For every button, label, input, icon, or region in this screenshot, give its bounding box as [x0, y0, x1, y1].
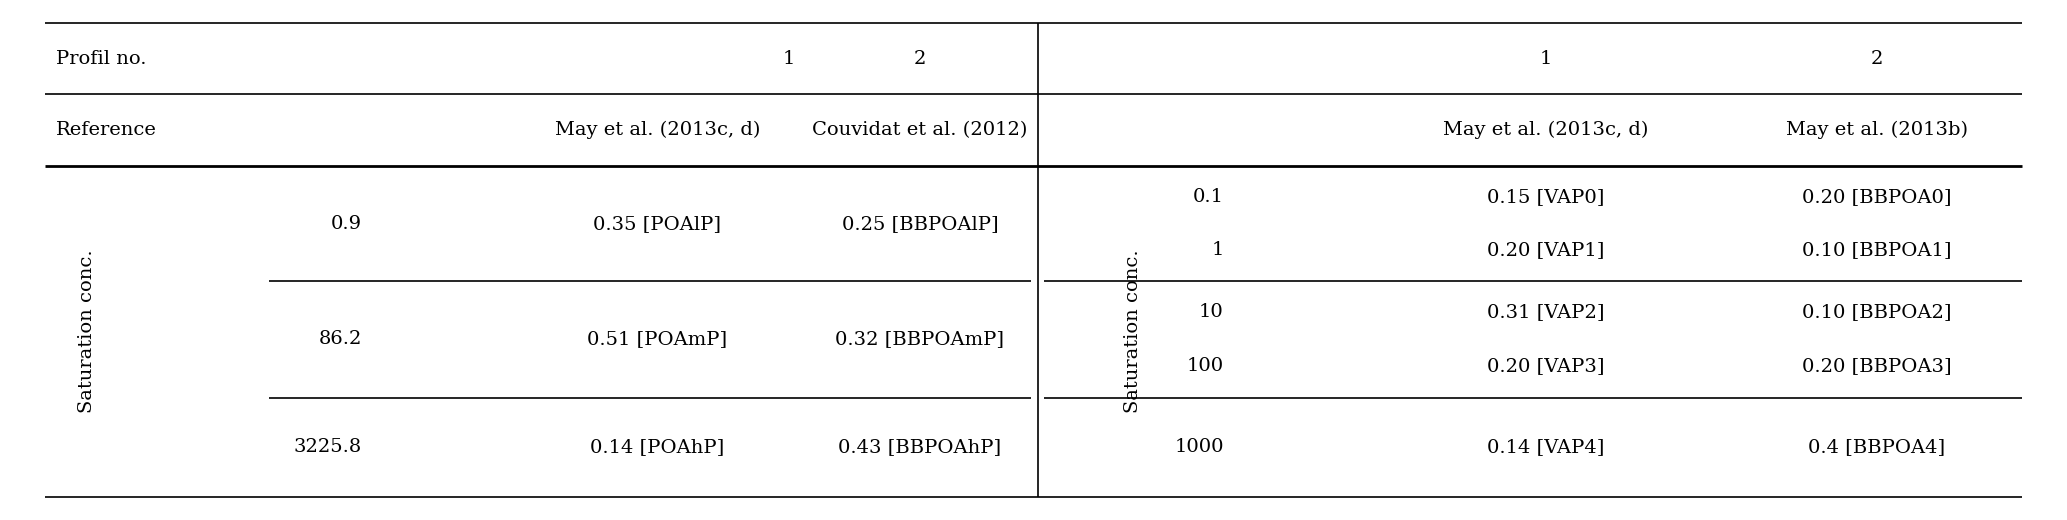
Text: May et al. (2013b): May et al. (2013b) [1786, 121, 1968, 139]
Text: 86.2: 86.2 [318, 330, 362, 348]
Text: 0.15 [VAP0]: 0.15 [VAP0] [1488, 188, 1604, 206]
Text: 2: 2 [914, 49, 926, 68]
Text: 0.51 [POAmP]: 0.51 [POAmP] [587, 330, 728, 348]
Text: 10: 10 [1199, 303, 1224, 321]
Text: 1000: 1000 [1174, 438, 1224, 456]
Text: Couvidat et al. (2012): Couvidat et al. (2012) [812, 121, 1027, 139]
Text: Saturation conc.: Saturation conc. [1124, 250, 1141, 413]
Text: 100: 100 [1186, 357, 1224, 375]
Text: Saturation conc.: Saturation conc. [79, 250, 95, 413]
Text: May et al. (2013c, d): May et al. (2013c, d) [554, 121, 761, 139]
Text: 0.31 [VAP2]: 0.31 [VAP2] [1488, 303, 1604, 321]
Text: 0.10 [BBPOA1]: 0.10 [BBPOA1] [1802, 241, 1951, 259]
Text: 0.9: 0.9 [331, 215, 362, 232]
Text: 0.10 [BBPOA2]: 0.10 [BBPOA2] [1802, 303, 1951, 321]
Text: 2: 2 [1871, 49, 1883, 68]
Text: Reference: Reference [56, 121, 157, 139]
Text: 0.20 [BBPOA0]: 0.20 [BBPOA0] [1802, 188, 1951, 206]
Text: 0.14 [POAhP]: 0.14 [POAhP] [591, 438, 723, 456]
Text: 0.43 [BBPOAhP]: 0.43 [BBPOAhP] [839, 438, 1000, 456]
Text: 0.20 [VAP1]: 0.20 [VAP1] [1488, 241, 1604, 259]
Text: 0.1: 0.1 [1193, 188, 1224, 206]
Text: 1: 1 [1540, 49, 1552, 68]
Text: Profil no.: Profil no. [56, 49, 147, 68]
Text: 0.25 [BBPOAlP]: 0.25 [BBPOAlP] [841, 215, 998, 232]
Text: 3225.8: 3225.8 [294, 438, 362, 456]
Text: 0.32 [BBPOAmP]: 0.32 [BBPOAmP] [835, 330, 1005, 348]
Text: 0.4 [BBPOA4]: 0.4 [BBPOA4] [1809, 438, 1945, 456]
Text: 1: 1 [1211, 241, 1224, 259]
Text: 0.20 [VAP3]: 0.20 [VAP3] [1488, 357, 1604, 375]
Text: 0.35 [POAlP]: 0.35 [POAlP] [593, 215, 721, 232]
Text: 0.14 [VAP4]: 0.14 [VAP4] [1488, 438, 1604, 456]
Text: 1: 1 [783, 49, 794, 68]
Text: May et al. (2013c, d): May et al. (2013c, d) [1443, 121, 1649, 139]
Text: 0.20 [BBPOA3]: 0.20 [BBPOA3] [1802, 357, 1951, 375]
